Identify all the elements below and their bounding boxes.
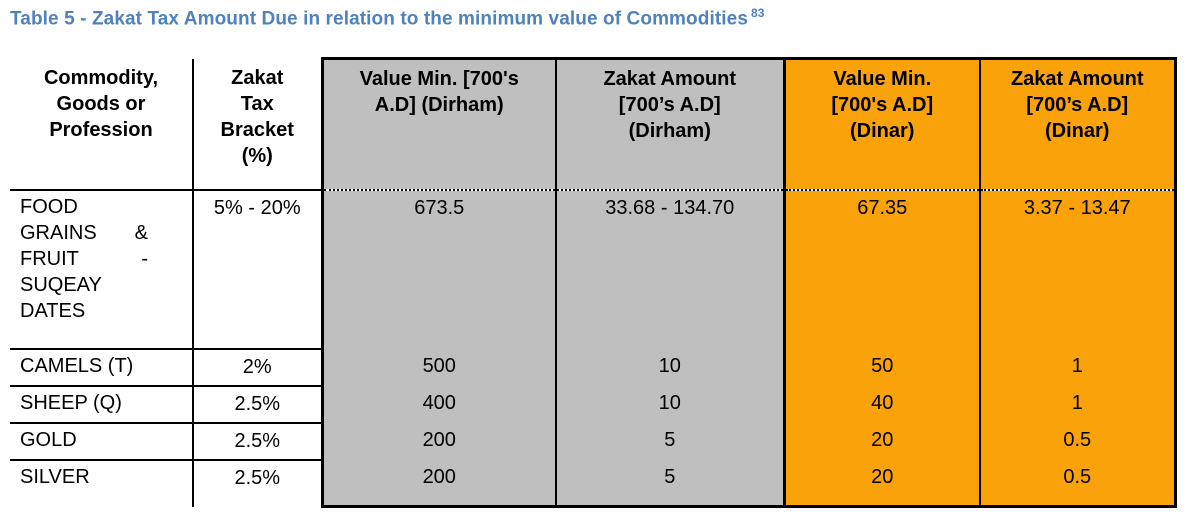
cell-zakat-amount-dirham: 10 — [556, 348, 786, 386]
col-header-zakat-amount-dirham: Zakat Amount [700’s A.D] (Dirham) — [556, 57, 786, 191]
cell-commodity-text: SHEEP (Q) — [20, 391, 122, 414]
row-food-grains: FOOD GRAINS & FRUIT - SUQEAY DATES 5% - … — [10, 189, 1177, 350]
cell-bracket: 2.5% — [234, 466, 281, 489]
zakat-table: Commodity, Goods or Profession Zakat Tax… — [10, 57, 1177, 508]
cell-zakat-amount-dinar: 0.5 — [980, 459, 1177, 508]
col-header-value-min-dirham: Value Min. [700's A.D] (Dirham) — [320, 57, 557, 191]
cell-commodity: SHEEP (Q) — [10, 385, 194, 424]
row-camels: CAMELS (T) 2% 500 10 50 1 — [10, 348, 1177, 387]
cell-commodity-text: FOOD GRAINS & FRUIT - SUQEAY DATES — [20, 195, 148, 322]
table-caption-text: Table 5 - Zakat Tax Amount Due in relati… — [10, 8, 748, 30]
cell-bracket: 5% - 20% — [193, 189, 322, 350]
cell-commodity-text: SILVER — [20, 465, 90, 488]
cell-zakat-amount-dinar: 1 — [980, 385, 1177, 423]
cell-value-min-dinar: 20 — [784, 459, 981, 508]
cell-zakat-amount-dirham: 5 — [556, 459, 786, 508]
cell-zakat-amount-dinar: 0.5 — [980, 422, 1177, 460]
cell-commodity: SILVER — [10, 459, 194, 507]
cell-bracket: 2.5% — [193, 385, 322, 424]
cell-value-min-dinar: 50 — [784, 348, 981, 386]
cell-value-min-dirham: 400 — [320, 385, 557, 423]
cell-commodity: FOOD GRAINS & FRUIT - SUQEAY DATES — [10, 189, 194, 350]
col-header-value-min-dinar: Value Min. [700's A.D] (Dinar) — [784, 57, 981, 191]
cell-value-min-dirham: 673.5 — [320, 189, 557, 349]
cell-commodity-text: GOLD — [20, 428, 77, 451]
col-header-zakat-bracket: Zakat Tax Bracket (%) — [193, 58, 322, 191]
cell-zakat-amount-dinar: 1 — [980, 348, 1177, 386]
row-gold: GOLD 2.5% 200 5 20 0.5 — [10, 422, 1177, 461]
cell-value-min-dirham: 500 — [320, 348, 557, 386]
cell-bracket: 2.5% — [193, 422, 322, 461]
header-row: Commodity, Goods or Profession Zakat Tax… — [10, 57, 1177, 191]
cell-value-min-dinar: 67.35 — [784, 189, 981, 349]
table-caption: Table 5 - Zakat Tax Amount Due in relati… — [10, 6, 765, 30]
cell-value-min-dinar: 20 — [784, 422, 981, 460]
cell-commodity: GOLD — [10, 422, 194, 461]
cell-commodity: CAMELS (T) — [10, 348, 194, 387]
footnote-ref: 83 — [750, 6, 765, 20]
cell-zakat-amount-dirham: 5 — [556, 422, 786, 460]
cell-zakat-amount-dinar: 3.37 - 13.47 — [980, 189, 1177, 349]
col-header-commodity: Commodity, Goods or Profession — [10, 58, 194, 191]
row-sheep: SHEEP (Q) 2.5% 400 10 40 1 — [10, 385, 1177, 424]
cell-commodity-text: CAMELS (T) — [20, 354, 134, 377]
cell-value-min-dinar: 40 — [784, 385, 981, 423]
row-silver: SILVER 2.5% 200 5 20 0.5 — [10, 459, 1177, 508]
cell-value-min-dirham: 200 — [320, 422, 557, 460]
cell-bracket: 2% — [193, 348, 322, 387]
cell-zakat-amount-dirham: 10 — [556, 385, 786, 423]
col-header-zakat-amount-dinar: Zakat Amount [700’s A.D] (Dinar) — [980, 57, 1177, 191]
cell-value-min-dirham: 200 — [320, 459, 557, 508]
cell-zakat-amount-dirham: 33.68 - 134.70 — [556, 189, 786, 349]
